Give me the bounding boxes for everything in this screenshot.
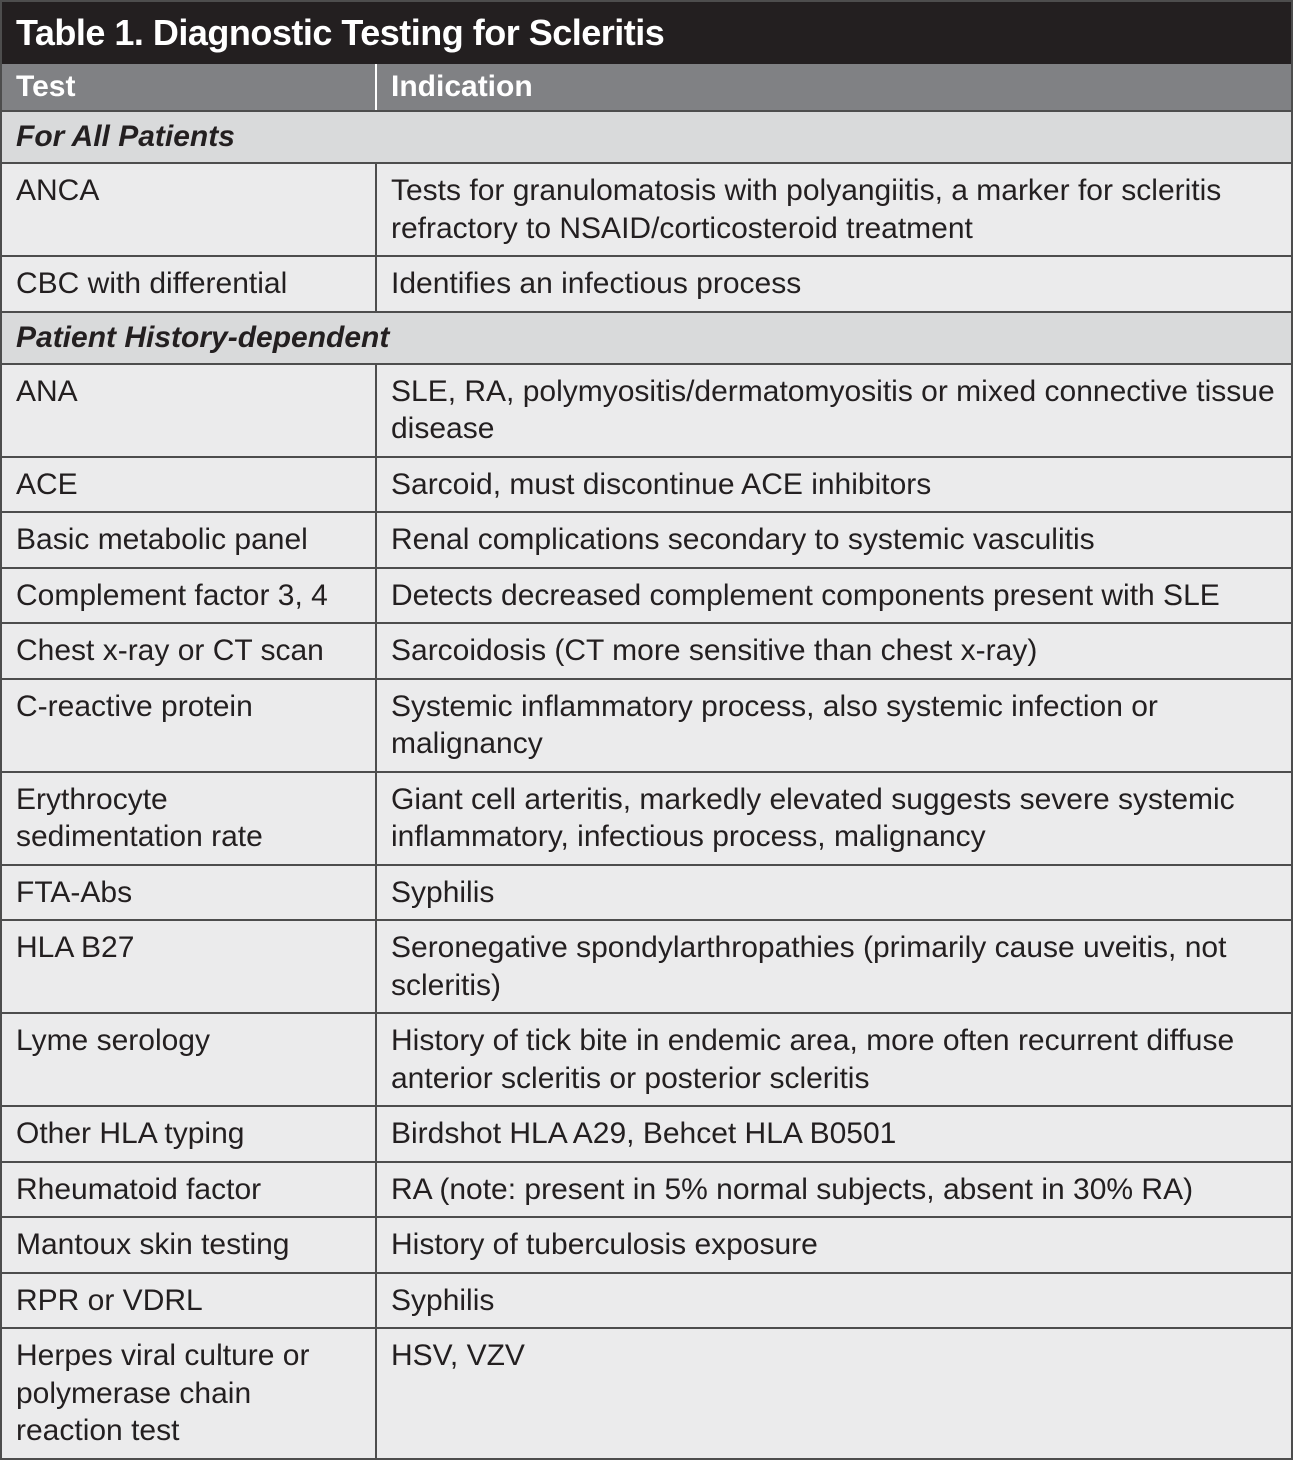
indication-cell: Identifies an infectious process (377, 257, 1291, 311)
test-cell: Rheumatoid factor (2, 1163, 377, 1217)
section-header: For All Patients (2, 110, 1291, 162)
table-row: ANCATests for granulomatosis with polyan… (2, 162, 1291, 255)
test-cell: FTA-Abs (2, 866, 377, 920)
test-cell: HLA B27 (2, 921, 377, 1012)
table-row: ANASLE, RA, polymyositis/dermatomyositis… (2, 363, 1291, 456)
indication-cell: Birdshot HLA A29, Behcet HLA B0501 (377, 1107, 1291, 1161)
indication-cell: Systemic inflammatory process, also syst… (377, 680, 1291, 771)
test-cell: C-reactive protein (2, 680, 377, 771)
indication-cell: Giant cell arteritis, markedly elevated … (377, 773, 1291, 864)
indication-cell: History of tuberculosis exposure (377, 1218, 1291, 1272)
table-row: Other HLA typingBirdshot HLA A29, Behcet… (2, 1105, 1291, 1161)
table-header-row: Test Indication (2, 64, 1291, 110)
test-cell: Herpes viral culture or polymerase chain… (2, 1329, 377, 1458)
section-header: Patient History-dependent (2, 311, 1291, 363)
test-cell: ACE (2, 458, 377, 512)
indication-cell: Sarcoidosis (CT more sensitive than ches… (377, 624, 1291, 678)
table-row: ACESarcoid, must discontinue ACE inhibit… (2, 456, 1291, 512)
table-row: Rheumatoid factorRA (note: present in 5%… (2, 1161, 1291, 1217)
table-title: Table 1. Diagnostic Testing for Scleriti… (2, 2, 1291, 64)
indication-cell: History of tick bite in endemic area, mo… (377, 1014, 1291, 1105)
table-row: C-reactive proteinSystemic inflammatory … (2, 678, 1291, 771)
indication-cell: Syphilis (377, 1274, 1291, 1328)
diagnostic-table: Table 1. Diagnostic Testing for Scleriti… (0, 0, 1293, 1460)
table-row: Mantoux skin testingHistory of tuberculo… (2, 1216, 1291, 1272)
test-cell: RPR or VDRL (2, 1274, 377, 1328)
test-cell: Lyme serology (2, 1014, 377, 1105)
test-cell: Mantoux skin testing (2, 1218, 377, 1272)
indication-cell: HSV, VZV (377, 1329, 1291, 1458)
test-cell: Other HLA typing (2, 1107, 377, 1161)
indication-cell: Seronegative spondylarthropathies (prima… (377, 921, 1291, 1012)
test-cell: Chest x-ray or CT scan (2, 624, 377, 678)
test-cell: ANA (2, 365, 377, 456)
test-cell: ANCA (2, 164, 377, 255)
test-cell: CBC with differential (2, 257, 377, 311)
indication-cell: Detects decreased complement components … (377, 569, 1291, 623)
table-row: Herpes viral culture or polymerase chain… (2, 1327, 1291, 1458)
indication-cell: RA (note: present in 5% normal subjects,… (377, 1163, 1291, 1217)
column-header-test: Test (2, 64, 377, 110)
table-row: Complement factor 3, 4Detects decreased … (2, 567, 1291, 623)
indication-cell: Sarcoid, must discontinue ACE inhibitors (377, 458, 1291, 512)
table-row: RPR or VDRLSyphilis (2, 1272, 1291, 1328)
table-row: Basic metabolic panelRenal complications… (2, 511, 1291, 567)
table-body: For All PatientsANCATests for granulomat… (2, 110, 1291, 1458)
test-cell: Basic metabolic panel (2, 513, 377, 567)
table-row: CBC with differentialIdentifies an infec… (2, 255, 1291, 311)
indication-cell: Syphilis (377, 866, 1291, 920)
indication-cell: Renal complications secondary to systemi… (377, 513, 1291, 567)
indication-cell: Tests for granulomatosis with polyangiit… (377, 164, 1291, 255)
table-row: HLA B27Seronegative spondylarthropathies… (2, 919, 1291, 1012)
column-header-indication: Indication (377, 64, 1291, 110)
indication-cell: SLE, RA, polymyositis/dermatomyositis or… (377, 365, 1291, 456)
test-cell: Complement factor 3, 4 (2, 569, 377, 623)
table-row: FTA-AbsSyphilis (2, 864, 1291, 920)
table-row: Chest x-ray or CT scanSarcoidosis (CT mo… (2, 622, 1291, 678)
test-cell: Erythrocyte sedimentation rate (2, 773, 377, 864)
table-row: Erythrocyte sedimentation rateGiant cell… (2, 771, 1291, 864)
table-row: Lyme serologyHistory of tick bite in end… (2, 1012, 1291, 1105)
